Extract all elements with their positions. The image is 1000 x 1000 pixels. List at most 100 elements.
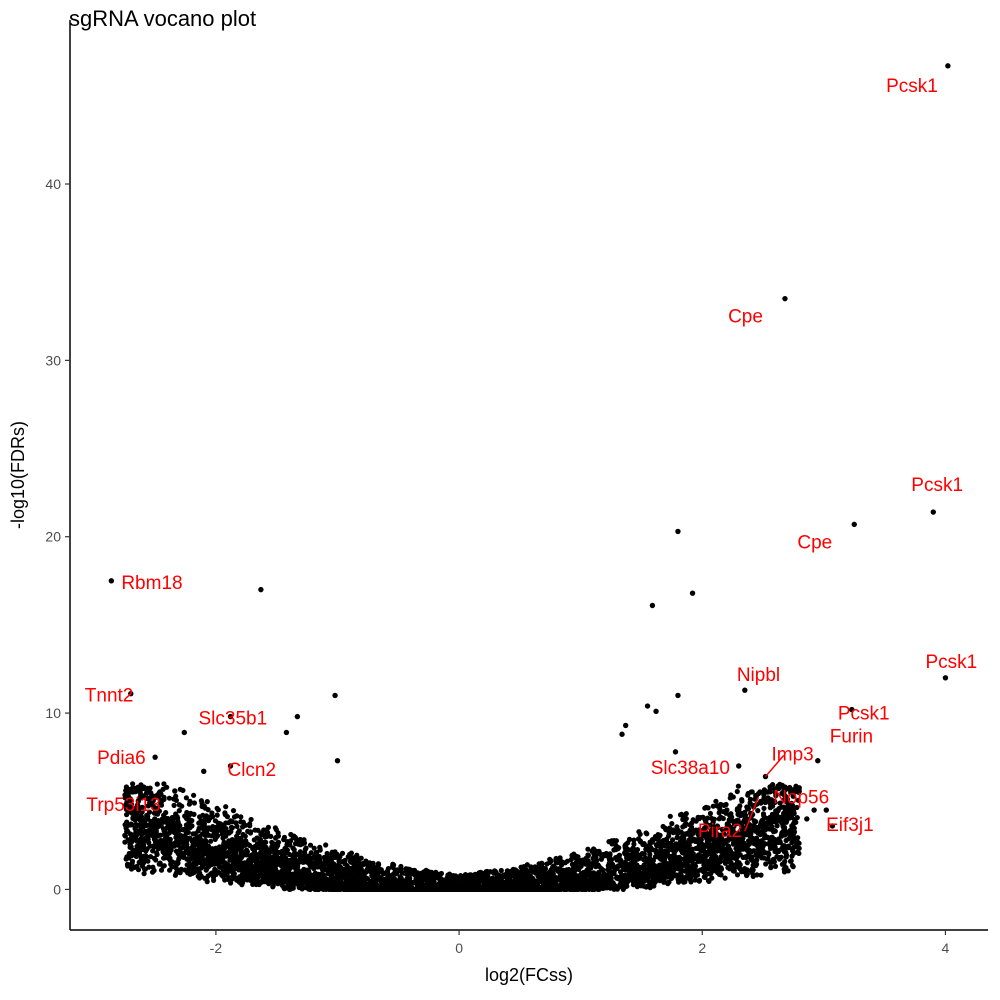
cloud-point <box>707 861 713 868</box>
cloud-point <box>728 811 734 817</box>
cloud-point <box>254 835 260 841</box>
cloud-point <box>233 875 239 882</box>
cloud-point <box>768 865 774 871</box>
cloud-point <box>161 855 167 861</box>
cloud-point <box>123 788 129 794</box>
cloud-point <box>204 879 210 885</box>
cloud-point <box>363 869 369 875</box>
cloud-point <box>228 824 235 830</box>
cloud-point <box>450 873 456 879</box>
cloud-point <box>675 831 681 837</box>
cloud-point <box>123 822 129 829</box>
cloud-point <box>477 871 483 877</box>
cloud-point <box>370 874 376 880</box>
cloud-point <box>641 841 647 847</box>
cloud-point <box>475 878 482 885</box>
cloud-point <box>255 841 261 847</box>
cloud-point <box>249 852 255 858</box>
cloud-point <box>657 832 663 838</box>
cloud-point <box>310 878 316 884</box>
cloud-point <box>767 840 773 847</box>
cloud-point <box>752 824 758 830</box>
cloud-point <box>760 789 767 795</box>
cloud-point <box>770 782 776 788</box>
cloud-point <box>687 827 693 833</box>
cloud-point <box>721 831 728 837</box>
cloud-point <box>419 874 425 880</box>
cloud-point <box>645 883 651 889</box>
cloud-point <box>302 846 308 852</box>
cloud-point <box>280 876 287 883</box>
cloud-point <box>167 867 173 873</box>
cloud-point <box>198 865 204 871</box>
cloud-point <box>315 873 321 880</box>
cloud-point <box>204 860 210 867</box>
cloud-point <box>749 789 755 795</box>
cloud-point <box>669 821 675 827</box>
cloud-point <box>678 811 685 817</box>
cloud-point <box>533 870 539 876</box>
cloud-point <box>786 836 792 842</box>
cloud-point <box>376 862 382 868</box>
cloud-point <box>488 876 494 882</box>
cloud-point <box>626 836 633 843</box>
cloud-point <box>683 816 689 822</box>
cloud-point <box>750 872 757 878</box>
cloud-point <box>527 873 534 879</box>
cloud-point <box>683 820 689 827</box>
cloud-point <box>612 867 618 873</box>
cloud-point <box>311 845 317 851</box>
cloud-point <box>328 878 334 884</box>
cloud-point <box>670 843 676 849</box>
cloud-point <box>641 857 647 863</box>
cloud-point <box>317 846 323 852</box>
cloud-point <box>690 817 696 823</box>
cloud-point <box>161 781 167 787</box>
cloud-point <box>214 812 220 818</box>
cloud-point <box>637 831 643 837</box>
cloud-point <box>198 873 204 879</box>
cloud-point <box>166 817 172 824</box>
cloud-point <box>601 871 607 877</box>
cloud-point <box>723 810 729 816</box>
cloud-point <box>706 844 713 850</box>
cloud-point <box>137 850 143 856</box>
cloud-point <box>300 855 306 861</box>
cloud-point <box>683 811 689 817</box>
cloud-point <box>268 833 274 840</box>
cloud-point <box>540 871 547 877</box>
cloud-point <box>203 826 209 832</box>
cloud-point <box>141 860 147 866</box>
cloud-point <box>723 801 729 808</box>
cloud-point <box>427 879 433 885</box>
cloud-point <box>671 851 677 857</box>
cloud-point <box>373 881 379 887</box>
cloud-point <box>496 881 502 887</box>
cloud-point <box>128 799 134 805</box>
cloud-point <box>652 834 659 840</box>
cloud-point <box>362 881 368 888</box>
cloud-point <box>781 845 788 851</box>
cloud-point <box>171 802 177 809</box>
cloud-point <box>307 855 313 861</box>
cloud-point <box>374 868 380 874</box>
cloud-point <box>654 841 661 848</box>
cloud-point <box>599 852 605 859</box>
cloud-point <box>670 828 676 834</box>
cloud-point <box>191 792 197 798</box>
cloud-point <box>168 861 174 867</box>
cloud-point <box>176 855 182 861</box>
cloud-point <box>790 864 796 870</box>
cloud-point <box>506 872 512 879</box>
cloud-point <box>228 880 234 886</box>
cloud-point <box>606 860 612 866</box>
cloud-point <box>755 808 761 814</box>
cloud-point <box>717 869 723 875</box>
cloud-point <box>727 795 733 801</box>
cloud-point <box>500 886 506 893</box>
cloud-point <box>155 840 161 846</box>
cloud-point <box>446 880 452 887</box>
cloud-point <box>489 880 495 886</box>
cloud-point <box>238 814 244 820</box>
cloud-point <box>291 833 297 839</box>
